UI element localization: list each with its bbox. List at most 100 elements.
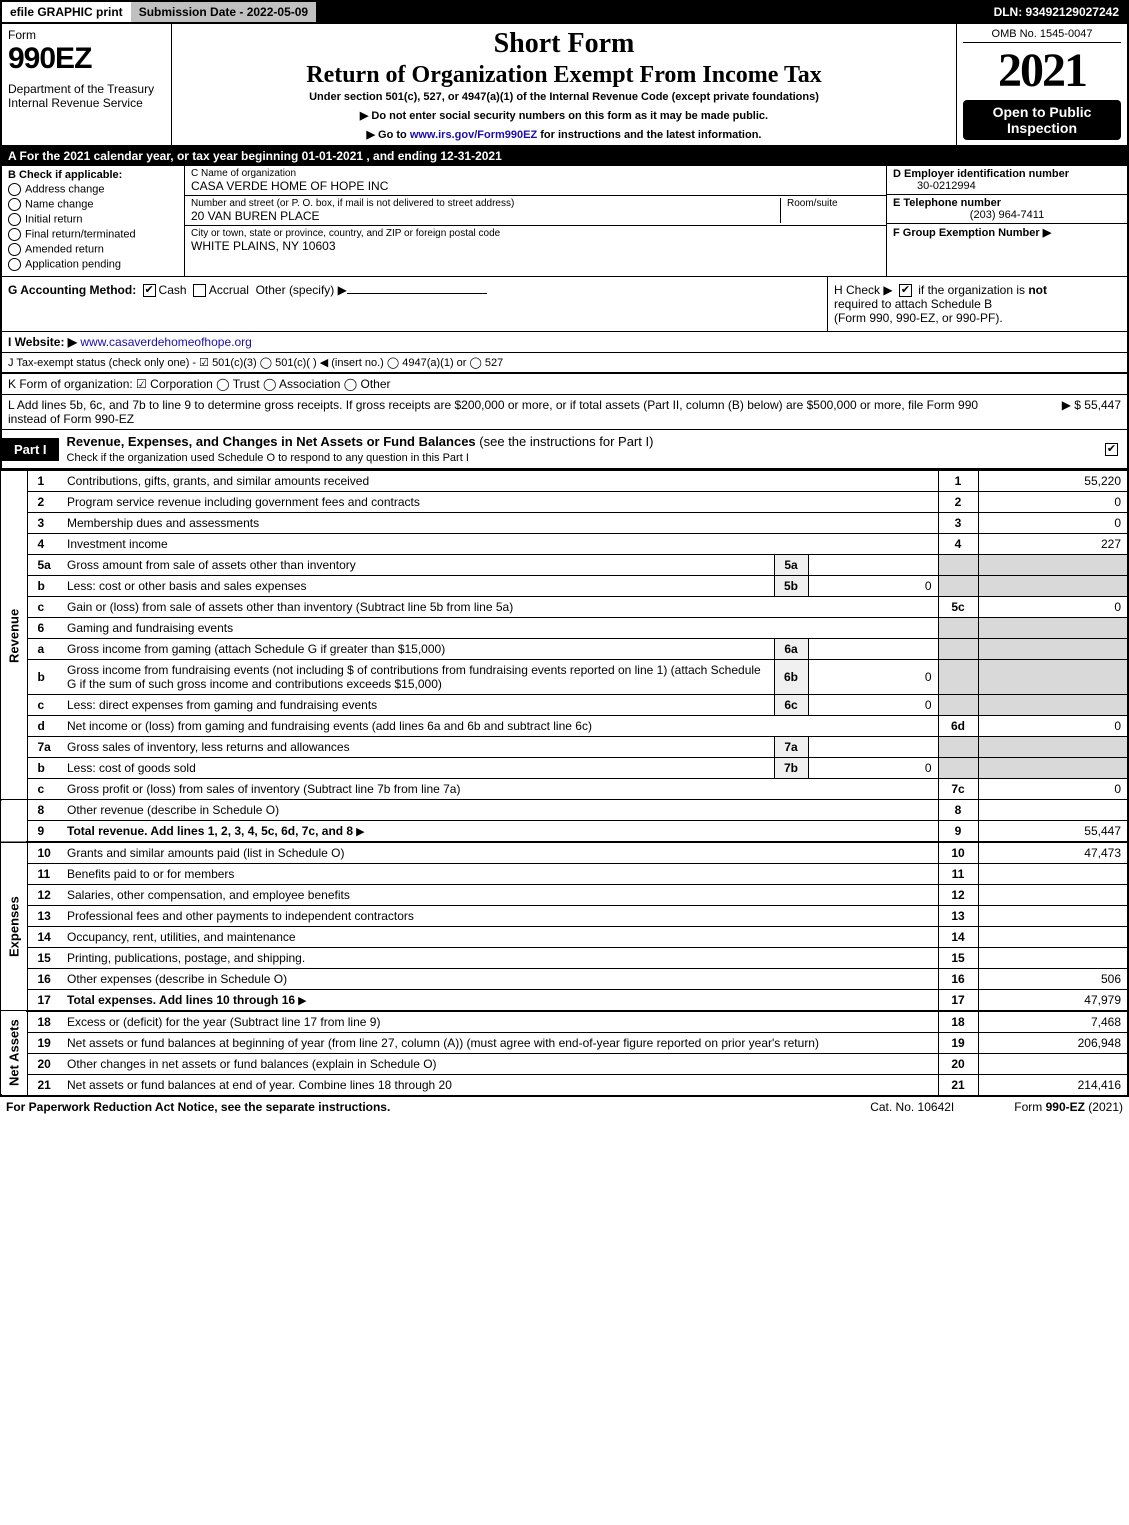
- line-no: 9: [27, 821, 61, 843]
- group-label: F Group Exemption Number ▶: [893, 226, 1121, 239]
- sub-value: 0: [808, 695, 938, 716]
- b-opt-initial[interactable]: Initial return: [8, 213, 178, 226]
- c-street-label: Number and street (or P. O. box, if mail…: [191, 198, 780, 209]
- dept: Department of the Treasury: [8, 82, 165, 96]
- f-group-cell: F Group Exemption Number ▶: [887, 224, 1127, 241]
- g-label: G Accounting Method:: [8, 283, 136, 297]
- col-b: B Check if applicable: Address change Na…: [2, 166, 185, 276]
- line-amount: 206,948: [978, 1033, 1128, 1054]
- b-opt-amended[interactable]: Amended return: [8, 243, 178, 256]
- line-no: 18: [27, 1011, 61, 1033]
- tel-value: (203) 964-7411: [893, 209, 1121, 221]
- efile-label: efile GRAPHIC print: [2, 2, 131, 22]
- line-no: 1: [27, 471, 61, 492]
- line-numcol: 19: [938, 1033, 978, 1054]
- e-tel-cell: E Telephone number (203) 964-7411: [887, 195, 1127, 224]
- b-opt-address[interactable]: Address change: [8, 183, 178, 196]
- b-opt-final[interactable]: Final return/terminated: [8, 228, 178, 241]
- h-not: not: [1028, 283, 1047, 297]
- line-numcol: 13: [938, 906, 978, 927]
- line-amount: [978, 927, 1128, 948]
- line-numcol: 2: [938, 492, 978, 513]
- form-number: 990EZ: [8, 42, 165, 76]
- line-amount: 0: [978, 716, 1128, 737]
- col-def: D Employer identification number 30-0212…: [887, 166, 1127, 276]
- sub-value: [808, 737, 938, 758]
- goto-post: for instructions and the latest informat…: [537, 129, 761, 141]
- line-no: c: [27, 597, 61, 618]
- line-desc: Other revenue (describe in Schedule O): [61, 800, 938, 821]
- line-desc: Salaries, other compensation, and employ…: [61, 885, 938, 906]
- b-heading: B Check if applicable:: [8, 169, 178, 181]
- line-desc: Less: cost or other basis and sales expe…: [61, 576, 774, 597]
- page-footer: For Paperwork Reduction Act Notice, see …: [0, 1095, 1129, 1117]
- line-desc: Printing, publications, postage, and shi…: [61, 948, 938, 969]
- line-amount: [978, 660, 1128, 695]
- sub-value: 0: [808, 576, 938, 597]
- i-label: I Website: ▶: [8, 335, 77, 349]
- line-numcol: 8: [938, 800, 978, 821]
- line-desc: Gross profit or (loss) from sales of inv…: [61, 779, 938, 800]
- line-numcol: [938, 576, 978, 597]
- lines-table: Revenue 1 Contributions, gifts, grants, …: [0, 470, 1129, 1095]
- line-amount: [978, 800, 1128, 821]
- goto-line: ▶ Go to www.irs.gov/Form990EZ for instru…: [178, 128, 950, 141]
- part-i-sub: Check if the organization used Schedule …: [67, 452, 469, 464]
- goto-link[interactable]: www.irs.gov/Form990EZ: [410, 129, 537, 141]
- b-opt-label: Amended return: [25, 243, 104, 255]
- b-opt-label: Name change: [25, 198, 94, 210]
- org-name: CASA VERDE HOME OF HOPE INC: [191, 179, 880, 193]
- footer-form-no: 990-EZ: [1046, 1100, 1085, 1114]
- line-no: 19: [27, 1033, 61, 1054]
- website-link[interactable]: www.casaverdehomeofhope.org: [80, 335, 251, 349]
- irs: Internal Revenue Service: [8, 96, 165, 110]
- under-section: Under section 501(c), 527, or 4947(a)(1)…: [178, 91, 950, 103]
- line-no: a: [27, 639, 61, 660]
- line-desc: Professional fees and other payments to …: [61, 906, 938, 927]
- line-no: 4: [27, 534, 61, 555]
- line-amount: [978, 576, 1128, 597]
- line-no: 7a: [27, 737, 61, 758]
- line-numcol: 20: [938, 1054, 978, 1075]
- checkbox-icon: [8, 213, 21, 226]
- line-desc: Grants and similar amounts paid (list in…: [61, 842, 938, 864]
- line-desc: Net assets or fund balances at end of ye…: [61, 1075, 938, 1096]
- line-desc: Gross income from fundraising events (no…: [61, 660, 774, 695]
- short-form-title: Short Form: [178, 28, 950, 60]
- b-opt-name[interactable]: Name change: [8, 198, 178, 211]
- tax-year: 2021: [963, 43, 1121, 98]
- goto-pre: ▶ Go to: [367, 129, 410, 141]
- checkbox-checked-icon[interactable]: ✔: [143, 284, 156, 297]
- part-i-checkbox[interactable]: ✔: [1102, 442, 1127, 456]
- footer-right: Form 990-EZ (2021): [1014, 1100, 1123, 1114]
- side-expenses: Expenses: [1, 842, 27, 1011]
- sub-label: 7a: [774, 737, 808, 758]
- b-opt-pending[interactable]: Application pending: [8, 258, 178, 271]
- line-amount: 7,468: [978, 1011, 1128, 1033]
- g-other: Other (specify) ▶: [256, 283, 347, 297]
- line-no: 20: [27, 1054, 61, 1075]
- line-amount: [978, 948, 1128, 969]
- line-no: 5a: [27, 555, 61, 576]
- line-desc: Other expenses (describe in Schedule O): [61, 969, 938, 990]
- line-no: 17: [27, 990, 61, 1012]
- l-gross-receipts: L Add lines 5b, 6c, and 7b to line 9 to …: [0, 394, 1129, 429]
- i-website-row: I Website: ▶ www.casaverdehomeofhope.org: [0, 331, 1129, 352]
- checkbox-icon[interactable]: [193, 284, 206, 297]
- line-amount: 506: [978, 969, 1128, 990]
- sub-value: [808, 639, 938, 660]
- footer-form-pre: Form: [1014, 1100, 1045, 1114]
- room-label: Room/suite: [787, 198, 880, 209]
- line-amount: [978, 906, 1128, 927]
- line-no: 16: [27, 969, 61, 990]
- line-amount: 0: [978, 779, 1128, 800]
- checkbox-checked-icon[interactable]: ✔: [899, 284, 912, 297]
- line-desc: Net income or (loss) from gaming and fun…: [61, 716, 938, 737]
- checkbox-icon: [8, 183, 21, 196]
- line-desc: Less: cost of goods sold: [61, 758, 774, 779]
- line-numcol: [938, 555, 978, 576]
- part-i-tab: Part I: [2, 438, 59, 461]
- top-bar: efile GRAPHIC print Submission Date - 20…: [0, 0, 1129, 24]
- line-numcol: 16: [938, 969, 978, 990]
- line-amount: 0: [978, 513, 1128, 534]
